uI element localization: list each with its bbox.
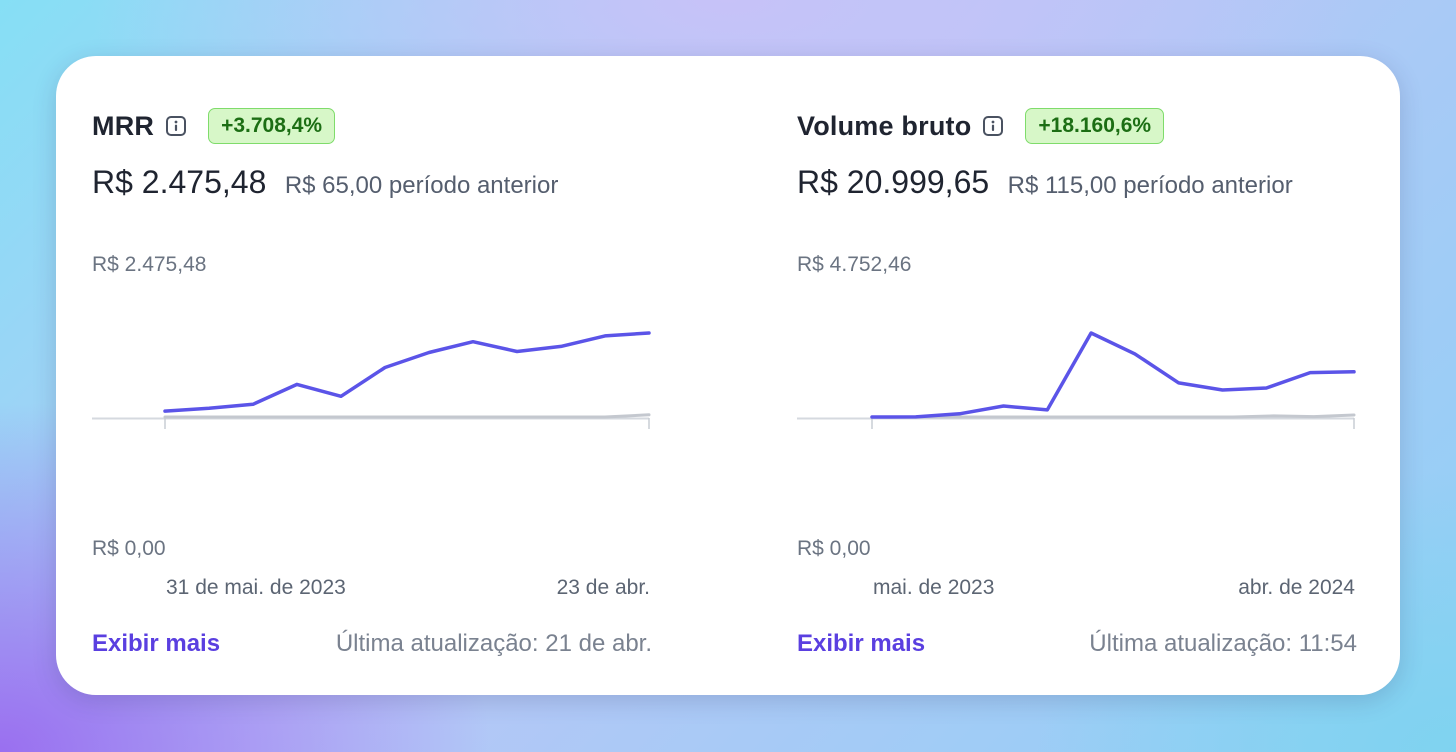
mrr-title: MRR	[92, 110, 155, 141]
gross-volume-previous-series-line	[870, 413, 1356, 419]
gross-volume-value-row: R$ 20.999,65 R$ 115,00 período anterior	[797, 164, 1293, 201]
mrr-current-value: R$ 2.475,48	[92, 164, 267, 200]
gross-volume-y-max-label: R$ 4.752,46	[797, 253, 912, 276]
gross-volume-title-row: Volume bruto +18.160,6%	[797, 108, 1165, 144]
mrr-title-row: MRR +3.708,4%	[92, 108, 336, 144]
gross-volume-show-more-link[interactable]: Exibir mais	[797, 630, 926, 657]
gross-volume-x-end-label: abr. de 2024	[1238, 576, 1355, 599]
mrr-y-min-label: R$ 0,00	[92, 537, 166, 560]
gross-volume-change-badge: +18.160,6%	[1025, 108, 1165, 144]
gross-volume-last-updated: Última atualização: 11:54	[1089, 630, 1357, 657]
mrr-chart	[92, 331, 651, 429]
gross-volume-y-min-label: R$ 0,00	[797, 537, 871, 560]
info-icon[interactable]	[166, 116, 187, 136]
mrr-previous-value: R$ 65,00 período anterior	[284, 172, 559, 199]
info-icon[interactable]	[983, 116, 1004, 136]
mrr-panel: MRR +3.708,4% R$ 2.475,48 R$ 65,00 perío…	[92, 56, 652, 695]
mrr-previous-series-line	[163, 413, 651, 419]
gross-volume-current-series-line	[870, 331, 1356, 419]
gross-volume-chart	[797, 331, 1356, 429]
mrr-y-max-label: R$ 2.475,48	[92, 253, 207, 276]
gross-volume-x-start-label: mai. de 2023	[873, 576, 995, 599]
mrr-x-start-label: 31 de mai. de 2023	[166, 576, 346, 599]
gross-volume-panel: Volume bruto +18.160,6% R$ 20.999,65 R$ …	[797, 56, 1357, 695]
mrr-change-badge: +3.708,4%	[208, 108, 336, 144]
gross-volume-title: Volume bruto	[797, 110, 972, 141]
mrr-last-updated: Última atualização: 21 de abr.	[335, 630, 652, 657]
gross-volume-previous-value: R$ 115,00 período anterior	[1007, 172, 1293, 199]
metrics-card: MRR +3.708,4% R$ 2.475,48 R$ 65,00 perío…	[56, 56, 1400, 695]
gross-volume-current-value: R$ 20.999,65	[797, 164, 990, 200]
mrr-value-row: R$ 2.475,48 R$ 65,00 período anterior	[92, 164, 558, 201]
mrr-show-more-link[interactable]: Exibir mais	[92, 630, 221, 657]
mrr-current-series-line	[163, 331, 651, 413]
mrr-x-end-label: 23 de abr.	[556, 576, 650, 599]
